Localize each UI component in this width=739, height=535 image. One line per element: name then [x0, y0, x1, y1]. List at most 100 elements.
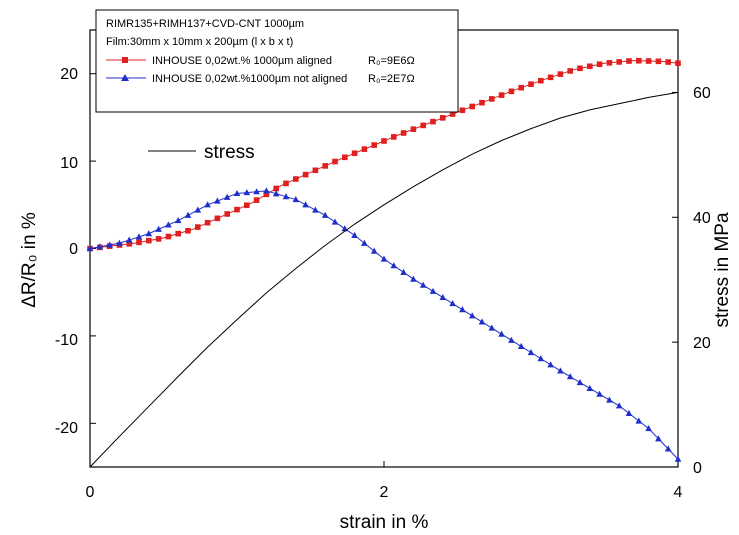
- data-point-not-aligned: [557, 367, 564, 374]
- y-right-tick-label: 20: [693, 335, 711, 352]
- data-point-not-aligned: [341, 225, 349, 232]
- x-tick-label: 4: [674, 484, 683, 501]
- data-point-aligned: [606, 59, 613, 66]
- data-point-not-aligned: [645, 425, 652, 432]
- x-tick-label: 2: [380, 484, 389, 501]
- data-point-not-aligned: [596, 390, 603, 397]
- data-point-aligned: [469, 103, 475, 110]
- data-point-aligned: [185, 227, 191, 234]
- data-point-aligned: [312, 167, 319, 174]
- data-point-not-aligned: [625, 409, 633, 416]
- y-left-tick-label: 10: [60, 155, 78, 172]
- data-point-aligned: [263, 191, 270, 198]
- data-point-aligned: [440, 115, 446, 121]
- data-point-aligned: [538, 77, 544, 84]
- data-point-not-aligned: [449, 300, 456, 307]
- x-tick-label: 0: [86, 484, 95, 501]
- data-point-not-aligned: [155, 225, 162, 232]
- data-point-aligned: [391, 134, 397, 140]
- data-point-aligned: [479, 99, 485, 106]
- data-point-not-aligned: [106, 241, 113, 248]
- data-point-not-aligned: [96, 243, 104, 250]
- axis-ticks: [89, 73, 679, 468]
- data-point-aligned: [430, 118, 436, 125]
- data-point-aligned: [155, 236, 162, 242]
- data-point-not-aligned: [400, 268, 407, 275]
- data-point-aligned: [420, 122, 426, 129]
- data-point-aligned: [508, 88, 515, 95]
- data-point-not-aligned: [615, 402, 623, 409]
- data-point-aligned: [489, 96, 495, 102]
- y-left-tick-label: -20: [55, 420, 78, 437]
- data-point-not-aligned: [174, 217, 182, 224]
- data-point-aligned: [381, 138, 387, 144]
- data-point-aligned: [626, 58, 632, 64]
- y-left-tick-label: 0: [69, 241, 78, 258]
- data-point-aligned: [175, 230, 181, 237]
- data-point-aligned: [293, 176, 299, 182]
- data-point-not-aligned: [606, 396, 613, 403]
- data-point-not-aligned: [302, 201, 309, 208]
- data-point-aligned: [655, 58, 662, 65]
- data-point-not-aligned: [312, 206, 319, 213]
- data-point-not-aligned: [586, 384, 594, 391]
- data-point-not-aligned: [468, 312, 476, 319]
- data-point-aligned: [459, 107, 466, 114]
- data-point-aligned: [371, 142, 377, 148]
- data-point-not-aligned: [380, 255, 388, 262]
- data-point-aligned: [587, 63, 593, 70]
- data-point-aligned: [234, 206, 240, 213]
- legend-r0-not-aligned: R₀=2E7Ω: [368, 73, 415, 85]
- data-point-not-aligned: [674, 455, 682, 462]
- data-point-not-aligned: [419, 281, 427, 288]
- data-point-aligned: [498, 92, 505, 98]
- legend-marker-not-aligned: [121, 74, 129, 81]
- data-point-not-aligned: [429, 287, 437, 294]
- data-point-not-aligned: [125, 236, 133, 243]
- data-point-not-aligned: [292, 196, 300, 203]
- y-right-tick-label: 0: [693, 460, 702, 477]
- data-point-aligned: [214, 215, 221, 222]
- data-point-not-aligned: [527, 349, 535, 356]
- data-point-not-aligned: [488, 324, 496, 331]
- data-point-not-aligned: [331, 218, 339, 225]
- data-point-not-aligned: [498, 330, 505, 337]
- data-point-not-aligned: [321, 211, 329, 218]
- series-line-aligned: [89, 60, 679, 249]
- legend-title-line1: RIMR135+RIMH137+CVD-CNT 1000µm: [106, 18, 304, 30]
- data-point-not-aligned: [233, 189, 241, 197]
- data-point-aligned: [675, 60, 681, 67]
- data-point-aligned: [449, 111, 456, 117]
- data-point-aligned: [283, 180, 289, 187]
- data-point-aligned: [528, 81, 534, 87]
- data-point-not-aligned: [184, 211, 192, 218]
- data-point-not-aligned: [566, 373, 574, 380]
- series-layer: [86, 57, 682, 468]
- data-point-not-aligned: [86, 245, 94, 252]
- data-point-not-aligned: [223, 193, 231, 200]
- data-point-aligned: [665, 59, 671, 65]
- y-left-tick-label: 20: [60, 66, 78, 83]
- data-point-not-aligned: [145, 230, 153, 237]
- data-point-not-aligned: [263, 187, 270, 194]
- data-point-not-aligned: [576, 379, 584, 386]
- data-point-aligned: [224, 211, 230, 217]
- data-point-not-aligned: [655, 435, 662, 442]
- y-right-tick-label: 60: [693, 85, 711, 102]
- data-point-aligned: [126, 241, 132, 247]
- data-point-aligned: [273, 185, 279, 192]
- data-point-aligned: [361, 146, 368, 152]
- data-point-aligned: [645, 58, 652, 64]
- y-right-axis-label: stress in MPa: [712, 212, 733, 328]
- data-point-not-aligned: [439, 293, 447, 301]
- data-point-not-aligned: [243, 189, 251, 196]
- data-point-aligned: [616, 59, 622, 65]
- data-point-not-aligned: [253, 188, 260, 195]
- data-point-aligned: [342, 154, 348, 161]
- data-point-not-aligned: [272, 190, 280, 197]
- data-point-aligned: [322, 163, 328, 169]
- data-point-aligned: [577, 65, 583, 72]
- x-axis-label: strain in %: [340, 512, 429, 533]
- data-point-aligned: [136, 239, 142, 246]
